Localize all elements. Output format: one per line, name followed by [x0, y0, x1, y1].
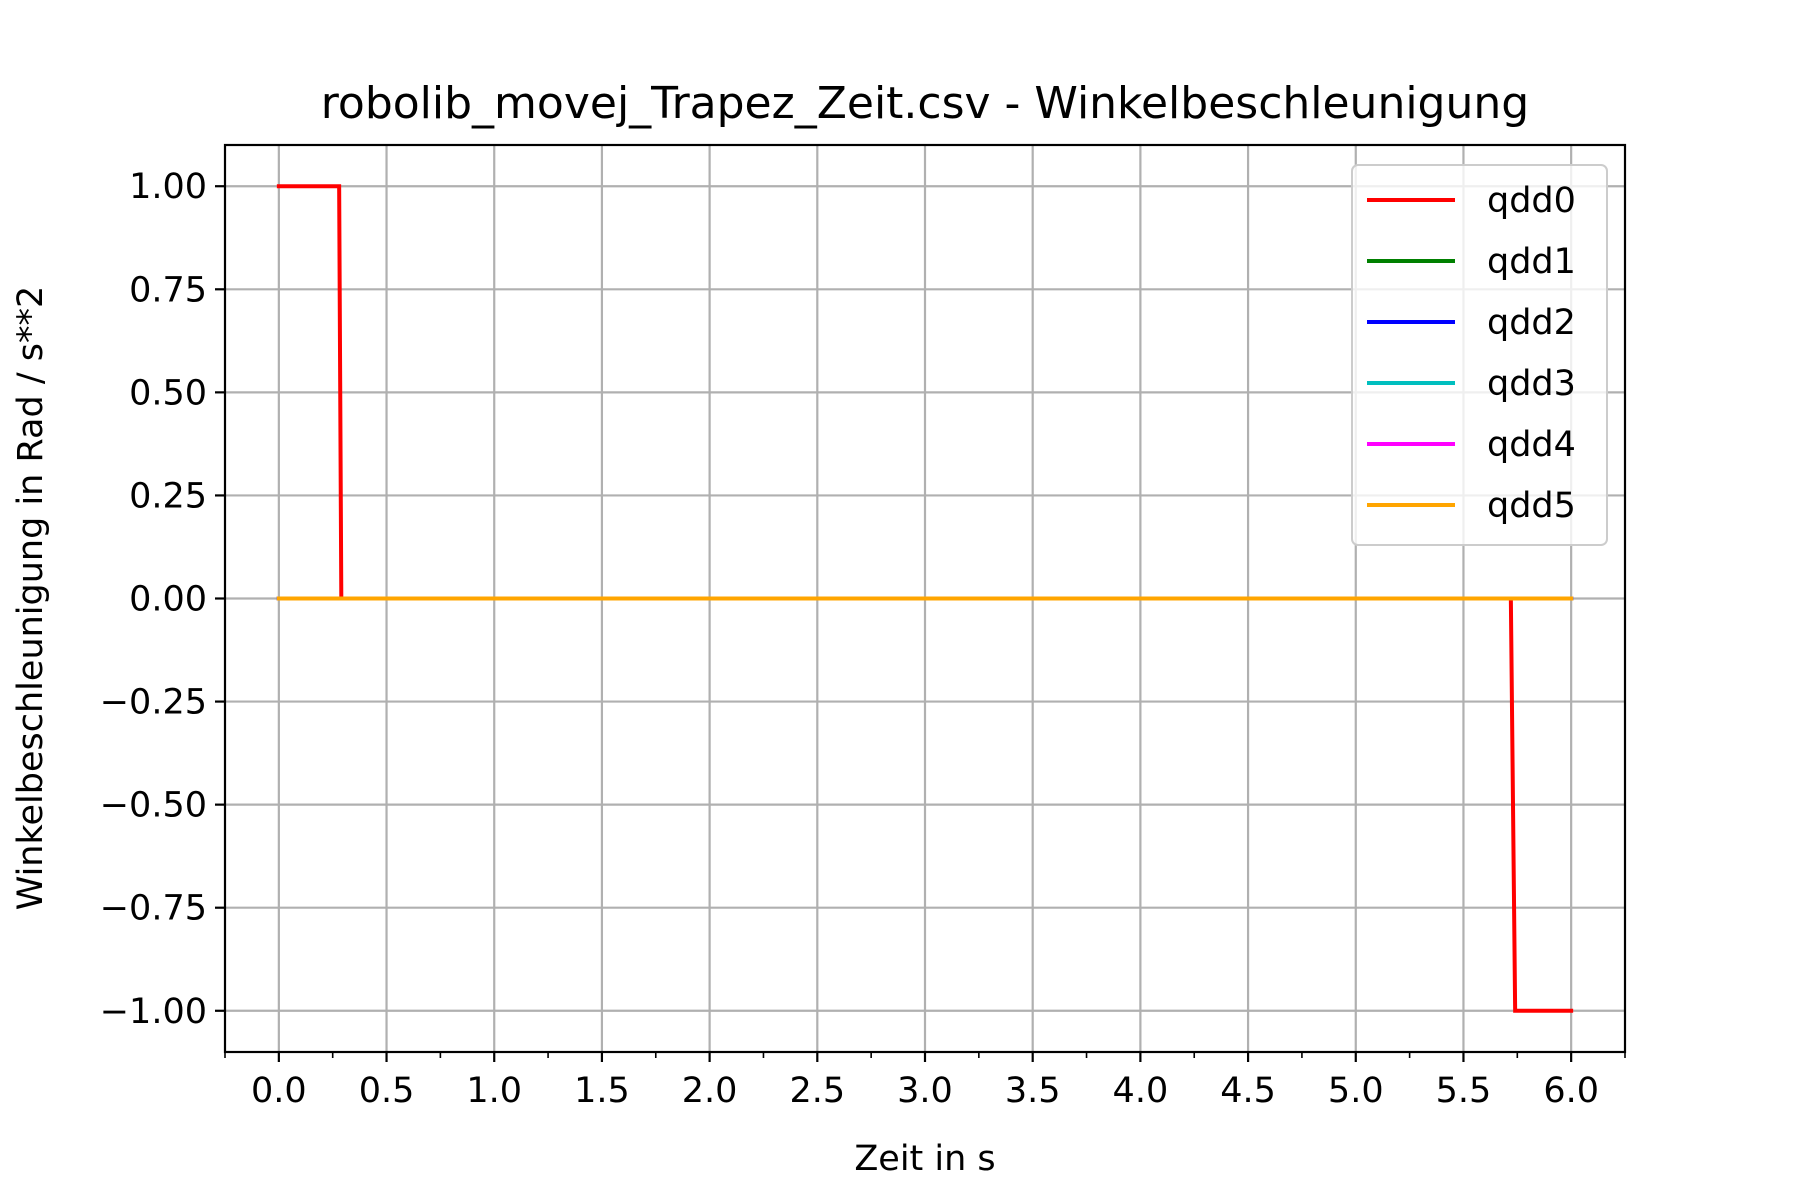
legend-label-qdd5: qdd5 — [1487, 486, 1576, 526]
x-tick-label: 0.0 — [251, 1071, 307, 1111]
x-tick-label: 3.5 — [1005, 1071, 1061, 1111]
y-tick-label: 0.00 — [129, 580, 207, 620]
x-tick-label: 3.0 — [897, 1071, 953, 1111]
axis-ticks: 0.0 0.5 1.0 1.5 2.0 2.5 3.0 3.5 4.0 4.5 5.0 5.5 6.0 1… — [100, 167, 1626, 1111]
x-tick-label: 4.0 — [1113, 1071, 1169, 1111]
y-tick-label: 0.25 — [129, 476, 207, 516]
y-tick-label: 0.75 — [129, 270, 207, 310]
x-tick-label: 1.5 — [574, 1071, 630, 1111]
series-lines — [276, 184, 1574, 1013]
y-tick-label: 0.50 — [129, 373, 207, 413]
x-tick-label: 1.0 — [466, 1071, 522, 1111]
legend-label-qdd3: qdd3 — [1487, 364, 1576, 404]
y-tick-label: −0.25 — [100, 683, 207, 723]
x-tick-label: 4.5 — [1220, 1071, 1276, 1111]
legend-label-qdd0: qdd0 — [1487, 181, 1576, 221]
legend: qdd0 qdd1 qdd2 qdd3 qdd4 qdd5 — [1351, 164, 1608, 546]
x-tick-label: 6.0 — [1543, 1071, 1599, 1111]
x-tick-label: 0.5 — [359, 1071, 415, 1111]
y-tick-label: 1.00 — [129, 167, 207, 207]
x-tick-label: 5.0 — [1328, 1071, 1384, 1111]
legend-label-qdd1: qdd1 — [1487, 242, 1576, 282]
x-axis-label: Zeit in s — [854, 1139, 995, 1179]
legend-label-qdd2: qdd2 — [1487, 303, 1576, 343]
x-tick-label: 2.5 — [789, 1071, 845, 1111]
x-tick-label: 5.5 — [1436, 1071, 1492, 1111]
y-tick-label: −0.75 — [100, 889, 207, 929]
y-axis-label: Winkelbeschleunigung in Rad / s**2 — [11, 286, 51, 911]
x-tick-label: 2.0 — [682, 1071, 738, 1111]
legend-label-qdd4: qdd4 — [1487, 425, 1576, 465]
y-tick-label: −1.00 — [100, 992, 207, 1032]
chart-title: robolib_movej_Trapez_Zeit.csv - Winkelbe… — [321, 78, 1529, 129]
y-tick-label: −0.50 — [100, 786, 207, 826]
